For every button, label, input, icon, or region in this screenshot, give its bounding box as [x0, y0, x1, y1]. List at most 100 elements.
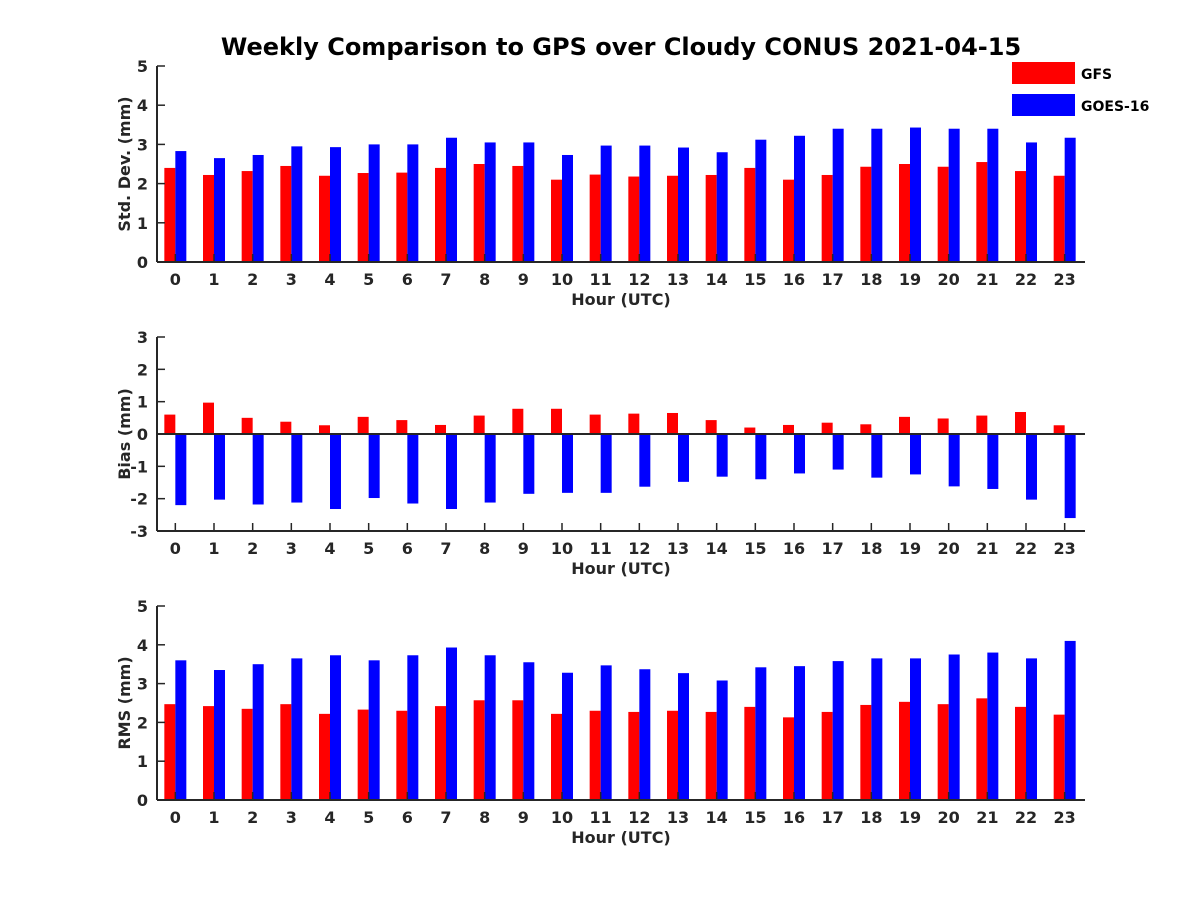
bias-bar-goes16-17: [832, 434, 844, 470]
std-dev-bar-goes16-17: [832, 128, 844, 262]
std-dev-x-tick-label: 19: [899, 270, 921, 289]
rms-y-tick-label: 5: [137, 597, 148, 616]
rms-bar-goes16-5: [368, 660, 380, 800]
bias-bar-gfs-6: [396, 420, 408, 434]
bias-x-tick-label: 2: [247, 539, 258, 558]
bias-bar-goes16-21: [987, 434, 999, 489]
bias-bar-goes16-5: [368, 434, 380, 499]
bias-x-tick-label: 7: [440, 539, 451, 558]
rms-bar-goes16-20: [948, 654, 960, 800]
std-dev-bar-gfs-15: [744, 167, 756, 262]
rms-bar-goes16-19: [910, 658, 921, 800]
bias-x-tick-label: 23: [1054, 539, 1076, 558]
rms-bar-gfs-3: [280, 704, 292, 800]
bias-x-tick-label: 0: [170, 539, 181, 558]
rms-x-tick-label: 15: [744, 808, 766, 827]
rms-bar-goes16-17: [832, 661, 844, 800]
rms-bar-goes16-13: [678, 673, 689, 800]
rms-x-tick-label: 8: [479, 808, 490, 827]
rms-bar-goes16-15: [755, 667, 767, 800]
std-dev-x-tick-label: 16: [783, 270, 805, 289]
std-dev-bar-goes16-12: [639, 145, 651, 262]
std-dev-x-tick-label: 20: [938, 270, 960, 289]
bias-x-tick-label: 12: [628, 539, 650, 558]
rms-bar-goes16-3: [291, 658, 303, 800]
std-dev-bar-goes16-13: [678, 147, 689, 262]
std-dev-bar-gfs-6: [396, 172, 408, 262]
rms-x-tick-label: 9: [518, 808, 529, 827]
rms-bar-gfs-11: [589, 710, 601, 800]
std-dev-x-tick-label: 7: [440, 270, 451, 289]
bias-bar-goes16-12: [639, 434, 651, 487]
bias-y-tick-label: -2: [130, 490, 148, 509]
bias-x-tick-label: 22: [1015, 539, 1037, 558]
std-dev-bar-goes16-16: [794, 135, 805, 262]
bias-bar-goes16-8: [484, 434, 496, 503]
std-dev-x-tick-label: 22: [1015, 270, 1037, 289]
std-dev-bar-goes16-4: [330, 147, 341, 262]
rms-bar-gfs-15: [744, 706, 756, 800]
std-dev-bar-goes16-0: [175, 151, 187, 262]
rms-bar-goes16-1: [214, 670, 225, 800]
bias-bar-gfs-10: [551, 408, 562, 434]
bias-bar-gfs-13: [667, 412, 678, 434]
std-dev-bar-gfs-8: [473, 164, 485, 262]
std-dev-y-tick-label: 0: [137, 253, 148, 272]
rms-x-tick-label: 12: [628, 808, 650, 827]
rms-bar-gfs-5: [357, 709, 369, 800]
rms-x-tick-label: 16: [783, 808, 805, 827]
std-dev-y-tick-label: 4: [137, 96, 148, 115]
rms-x-tick-label: 17: [822, 808, 844, 827]
rms-bar-goes16-7: [446, 647, 457, 800]
bias-y-tick-label: 0: [137, 425, 148, 444]
bias-bar-goes16-23: [1064, 434, 1076, 519]
std-dev-bar-gfs-23: [1053, 175, 1065, 262]
bias-x-tick-label: 3: [286, 539, 297, 558]
std-dev-x-tick-label: 6: [402, 270, 413, 289]
bias-bar-goes16-14: [716, 434, 728, 477]
bias-x-tick-label: 14: [706, 539, 728, 558]
std-dev-bar-goes16-18: [871, 128, 883, 262]
legend-label-goes16: GOES-16: [1081, 99, 1149, 115]
std-dev-bar-goes16-6: [407, 144, 419, 262]
bias-x-axis-label: Hour (UTC): [571, 559, 671, 578]
std-dev-bar-goes16-5: [368, 144, 380, 262]
bias-x-tick-label: 15: [744, 539, 766, 558]
std-dev-x-axis-label: Hour (UTC): [571, 290, 671, 309]
rms-bar-gfs-2: [241, 708, 253, 800]
std-dev-x-tick-label: 18: [860, 270, 882, 289]
bias-bar-goes16-20: [948, 434, 960, 487]
legend-swatch-goes16: [1012, 94, 1075, 116]
rms-bar-goes16-4: [330, 655, 341, 800]
bias-bar-gfs-18: [860, 424, 872, 434]
std-dev-x-tick-label: 12: [628, 270, 650, 289]
bias-bar-goes16-7: [446, 434, 457, 510]
std-dev-bar-goes16-22: [1026, 142, 1037, 262]
rms-x-tick-label: 21: [976, 808, 998, 827]
bias-x-tick-label: 8: [479, 539, 490, 558]
std-dev-bar-goes16-9: [523, 142, 535, 262]
rms-bar-gfs-23: [1053, 714, 1065, 800]
bias-y-tick-label: 3: [137, 328, 148, 347]
rms-bar-gfs-21: [976, 698, 988, 800]
rms-bar-goes16-11: [600, 665, 612, 800]
rms-bar-goes16-16: [794, 666, 805, 800]
bias-y-tick-label: 1: [137, 393, 148, 412]
rms-bar-goes16-8: [484, 655, 496, 800]
rms-bar-gfs-18: [860, 704, 872, 800]
bias-y-tick-label: -3: [130, 522, 148, 541]
std-dev-bar-gfs-22: [1015, 171, 1026, 262]
bias-x-tick-label: 17: [822, 539, 844, 558]
std-dev-x-tick-label: 0: [170, 270, 181, 289]
rms-x-axis-label: Hour (UTC): [571, 828, 671, 847]
bias-y-tick-label: -1: [130, 457, 148, 476]
std-dev-x-tick-label: 13: [667, 270, 689, 289]
rms-x-tick-label: 19: [899, 808, 921, 827]
legend: GFS GOES-16: [1012, 62, 1149, 116]
std-dev-bar-gfs-0: [164, 167, 176, 262]
bias-bar-goes16-3: [291, 434, 303, 503]
std-dev-x-tick-label: 4: [324, 270, 335, 289]
bias-bar-gfs-22: [1015, 412, 1026, 434]
rms-bar-gfs-12: [628, 711, 640, 800]
bias-bar-goes16-4: [330, 434, 341, 510]
